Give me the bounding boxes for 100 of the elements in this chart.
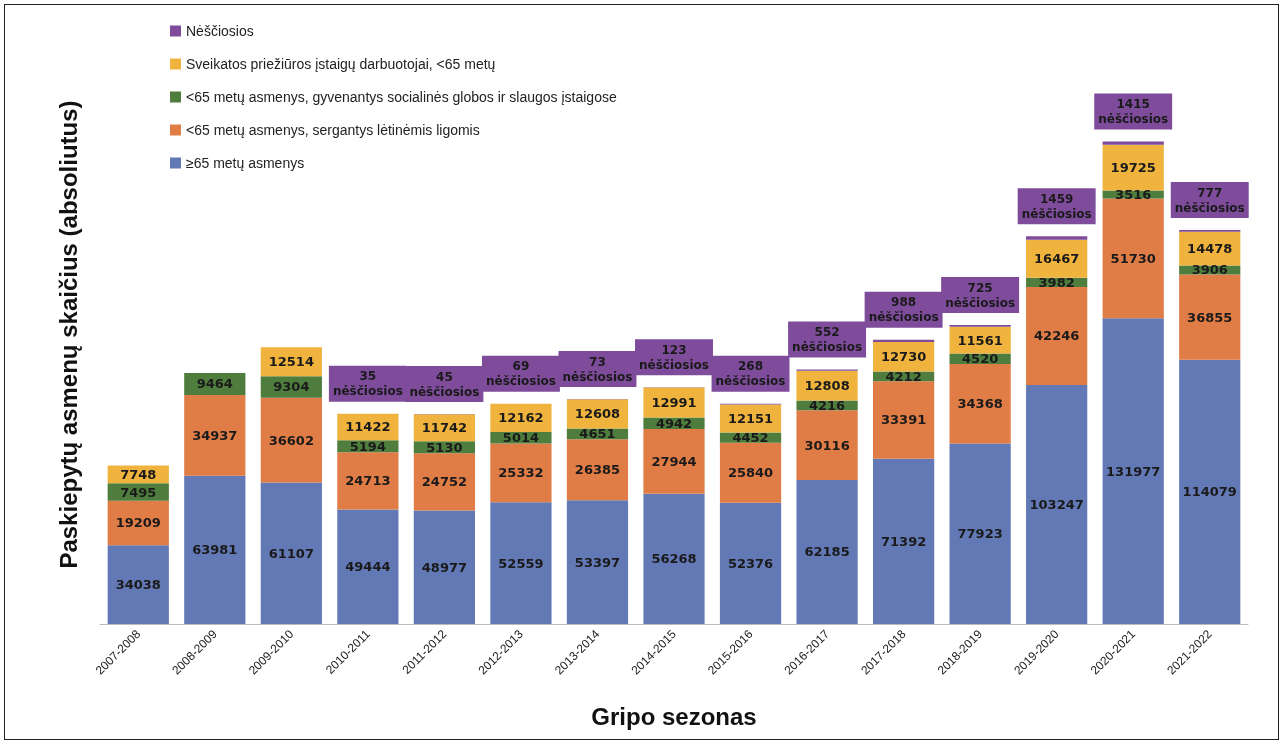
data-label: 4452 [732,430,769,446]
data-label: 26385 [574,462,621,478]
data-label: 12151 [727,410,774,426]
data-label: 7748 [120,466,157,482]
bar [107,545,169,624]
data-label: 11422 [345,419,391,435]
data-label: 7495 [120,484,157,500]
bar [719,442,782,503]
data-label: 36855 [1187,309,1233,325]
data-label: 52376 [727,555,774,571]
data-label: 71392 [880,533,927,549]
bar [490,443,552,503]
data-label: 1415 nėščiosios [1098,96,1169,126]
data-label: 4216 [808,397,846,413]
y-axis-title: Paskiepytų asmenų skaičius (absoliutus) [54,100,82,569]
bar [566,500,629,624]
data-label: 3906 [1191,262,1228,278]
data-label: 12162 [498,410,544,426]
legend-label: ≥65 metų asmenys [186,155,305,171]
data-label: 3516 [1115,186,1152,202]
data-label: 49444 [345,559,391,575]
data-label: 4942 [655,415,693,431]
data-label: 61107 [268,545,314,561]
data-label: 69 nėščiosios [485,359,556,389]
bar [337,452,399,510]
bar [490,502,552,624]
data-label: 11561 [957,332,1003,348]
bar [413,453,476,511]
data-label: 25840 [727,465,774,481]
bar [260,397,322,483]
data-label: 27944 [651,453,697,469]
data-label: 12808 [804,378,850,394]
data-label: 45 nėščiosios [409,369,480,399]
data-label: 35 nėščiosios [332,369,403,399]
data-label: 1459 nėščiosios [1021,191,1092,221]
data-label: 12514 [268,354,314,370]
data-label: 777 nėščiosios [1174,185,1245,215]
bar [1179,274,1241,360]
data-label: 12608 [574,406,621,422]
data-label: 16467 [1034,251,1080,267]
data-label: 5014 [502,430,540,446]
data-label: 5194 [349,438,386,454]
data-label: 725 nėščiosios [945,280,1016,310]
data-label: 988 nėščiosios [868,295,939,325]
legend-label: <65 metų asmenys, gyvenantys socialinės globos ir slaugos įstaigose [186,89,617,105]
bar [796,410,858,480]
data-label: 53397 [574,554,621,570]
x-axis-title: Gripo sezonas [591,702,757,730]
data-label: 19209 [115,515,161,531]
data-label: 3982 [1038,274,1075,290]
data-label: 25332 [498,465,544,481]
data-label: 5130 [426,439,463,455]
bar [949,363,1011,444]
bar [949,443,1011,624]
bar [1102,198,1164,319]
data-label: 552 nėščiosios [792,325,863,355]
data-label: 62185 [804,544,850,560]
bar [490,403,552,432]
bar [1102,318,1164,624]
data-label: 131977 [1106,463,1161,479]
data-label: 4520 [962,351,999,367]
data-label: 12991 [651,394,697,410]
data-label: 33391 [880,412,927,428]
bar [796,479,858,624]
legend-label: Nėščiosios [186,23,254,39]
bar [184,475,246,624]
bar [1026,236,1088,240]
bar [566,439,629,501]
bar [719,502,782,624]
data-label: 51730 [1110,250,1156,266]
legend-label: <65 metų asmenys, sergantys lėtinėmis ligomis [186,122,480,138]
data-label: 9304 [273,379,310,395]
data-label: 9464 [196,376,233,392]
data-label: 73 nėščiosios [562,354,633,384]
data-label: 77923 [957,526,1003,542]
data-label: 56268 [651,551,697,567]
data-label: 63981 [192,542,238,558]
data-label: 4651 [579,426,616,442]
data-label: 34937 [192,427,238,443]
data-label: 103247 [1029,496,1084,512]
data-label: 42246 [1034,328,1080,344]
data-label: 4212 [885,368,922,384]
data-label: 11742 [421,420,468,436]
bar [1026,384,1088,624]
legend-label: Sveikatos priežiūros įstaigų darbuotojai, <65 metų [186,56,496,72]
bar [1179,359,1241,624]
data-label: 52559 [498,555,544,571]
bar [643,428,705,494]
data-label: 19725 [1110,160,1156,176]
bar [872,381,935,459]
data-label: 12730 [880,349,927,365]
bar [337,509,399,624]
bar [1102,141,1164,145]
bar [184,394,246,476]
data-label: 34038 [115,577,161,593]
bar [643,387,705,418]
bar [1026,287,1088,385]
bar [643,493,705,624]
data-label: 48977 [421,559,468,575]
data-label: 268 nėščiosios [715,359,786,389]
